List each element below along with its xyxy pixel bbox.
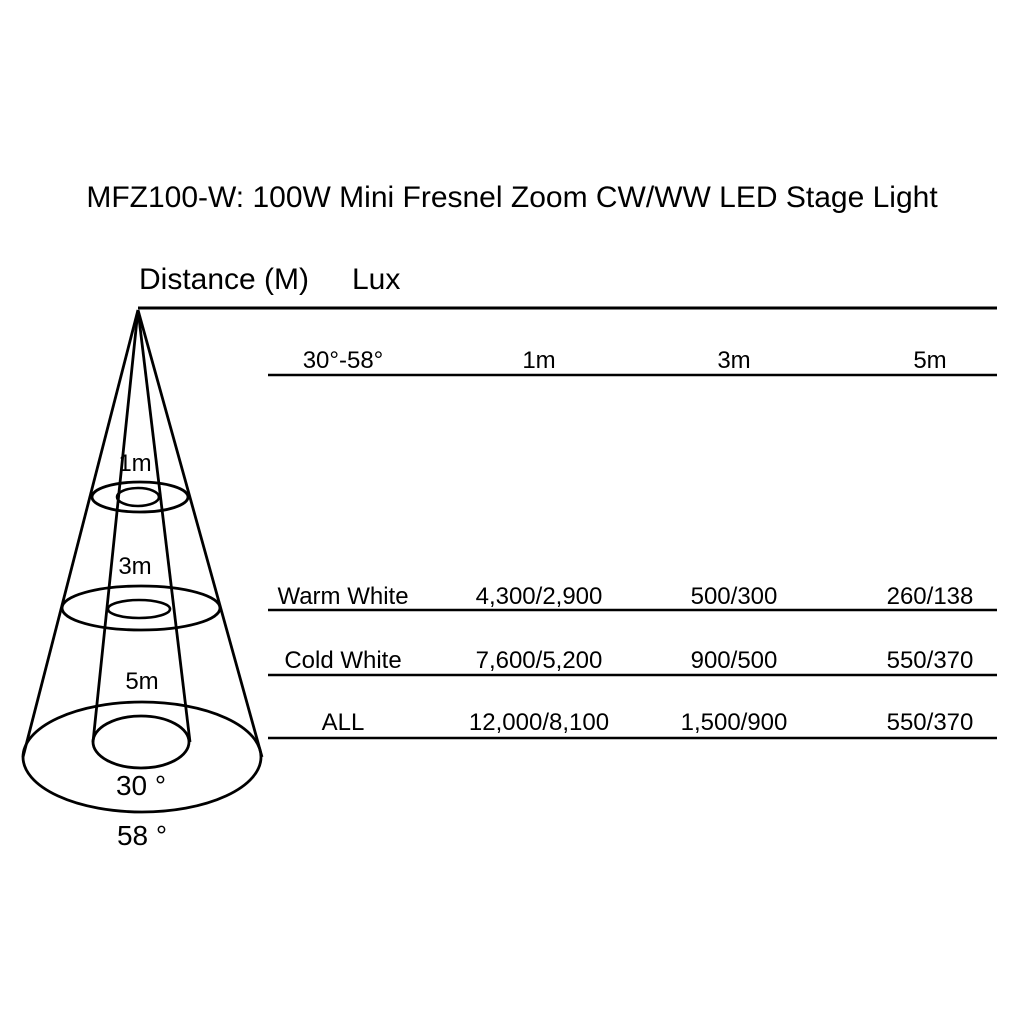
row-label-all: ALL (321, 709, 365, 736)
inner-beam-ellipse-5m (91, 714, 191, 770)
row-label-cold-white: Cold White (284, 647, 402, 674)
cold-white-lux-3m: 900/500 (690, 647, 778, 674)
column-header-angle-range: 30°-58° (302, 347, 384, 374)
cold-white-lux-1m: 7,600/5,200 (475, 647, 603, 674)
cone-distance-label-3m: 3m (118, 553, 152, 580)
outer-beam-ellipse-1m (90, 480, 190, 514)
row-label-warm-white: Warm White (277, 583, 409, 610)
all-lux-3m: 1,500/900 (680, 709, 788, 736)
narrow-beam-angle-label: 30 ° (115, 770, 167, 801)
warm-white-lux-1m: 4,300/2,900 (475, 583, 603, 610)
column-header-5m: 5m (913, 347, 947, 374)
cold-white-lux-5m: 550/370 (886, 647, 974, 674)
cone-distance-label-5m: 5m (125, 668, 159, 695)
distance-axis-label: Distance (M) (139, 263, 310, 296)
wide-beam-angle-label: 58 ° (116, 820, 168, 851)
column-header-1m: 1m (522, 347, 556, 374)
all-lux-5m: 550/370 (886, 709, 974, 736)
inner-cone-right-edge (136, 309, 192, 743)
column-header-3m: 3m (717, 347, 751, 374)
warm-white-lux-3m: 500/300 (690, 583, 778, 610)
outer-cone-right-edge (136, 309, 264, 758)
outer-beam-ellipse-5m (21, 700, 263, 814)
outer-cone-left-edge (21, 309, 140, 758)
cone-distance-label-1m: 1m (118, 450, 152, 477)
inner-cone-left-edge (91, 309, 140, 743)
all-lux-1m: 12,000/8,100 (468, 709, 610, 736)
lux-axis-label: Lux (352, 263, 401, 296)
inner-beam-ellipse-1m (115, 486, 161, 508)
inner-beam-ellipse-3m (106, 598, 172, 620)
page-title: MFZ100-W: 100W Mini Fresnel Zoom CW/WW L… (86, 181, 938, 214)
warm-white-lux-5m: 260/138 (886, 583, 974, 610)
outer-beam-ellipse-3m (60, 584, 222, 632)
